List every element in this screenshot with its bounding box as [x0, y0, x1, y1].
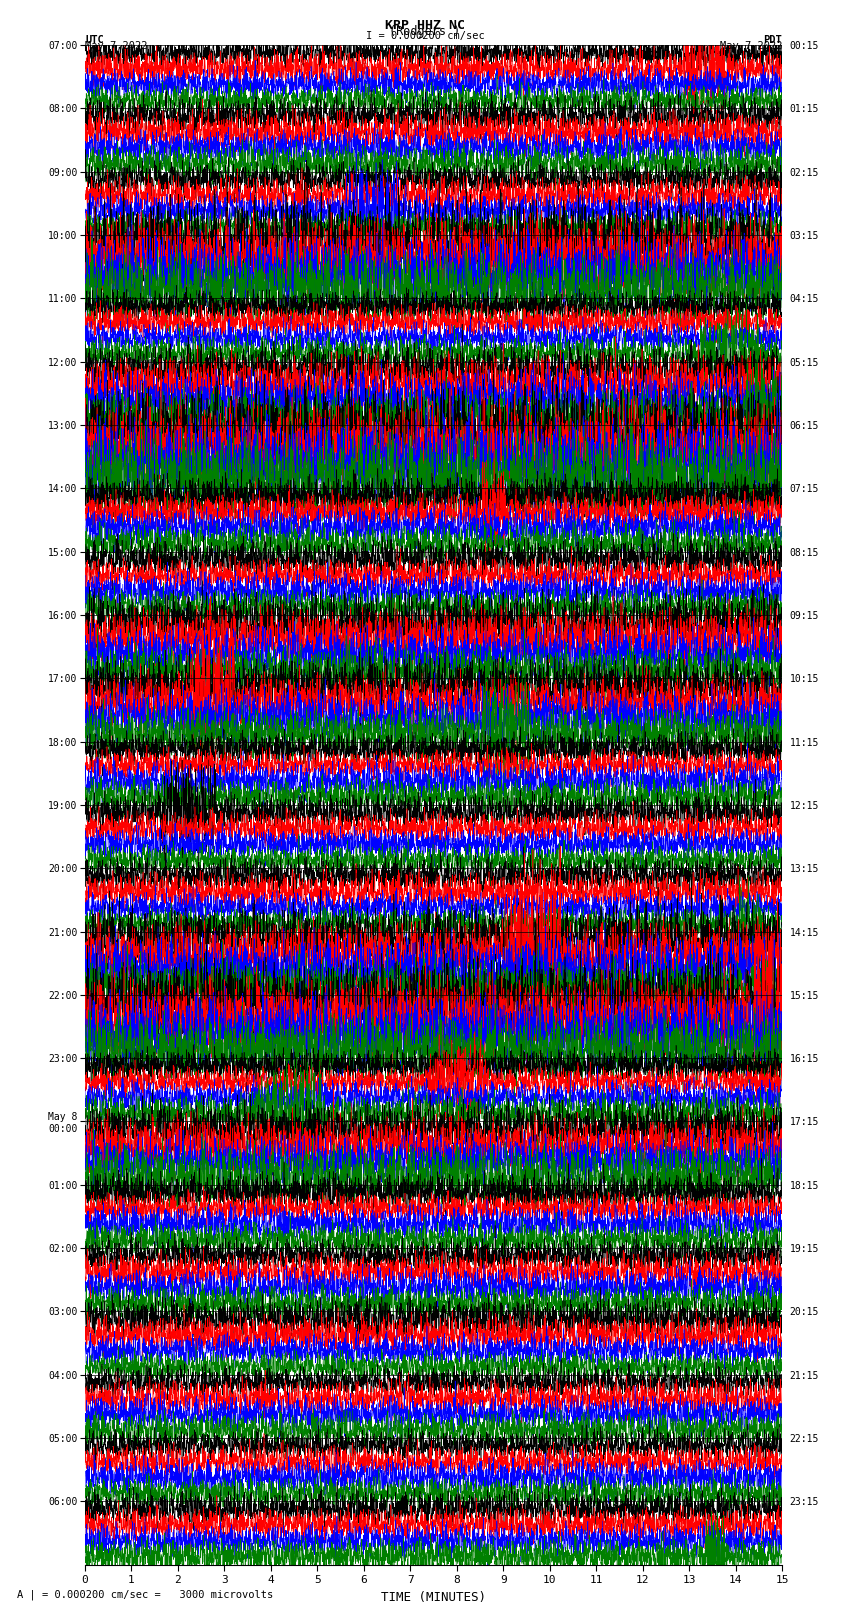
Text: (Rodgers ): (Rodgers )	[389, 24, 461, 39]
Text: PDT: PDT	[763, 35, 782, 45]
Text: May 7,2022: May 7,2022	[85, 40, 148, 52]
Text: I = 0.000200 cm/sec: I = 0.000200 cm/sec	[366, 31, 484, 40]
X-axis label: TIME (MINUTES): TIME (MINUTES)	[381, 1590, 486, 1603]
Text: May 7,2022: May 7,2022	[719, 40, 782, 52]
Text: UTC: UTC	[85, 35, 104, 45]
Text: KRP HHZ NC: KRP HHZ NC	[385, 18, 465, 32]
Text: A | = 0.000200 cm/sec =   3000 microvolts: A | = 0.000200 cm/sec = 3000 microvolts	[17, 1589, 273, 1600]
